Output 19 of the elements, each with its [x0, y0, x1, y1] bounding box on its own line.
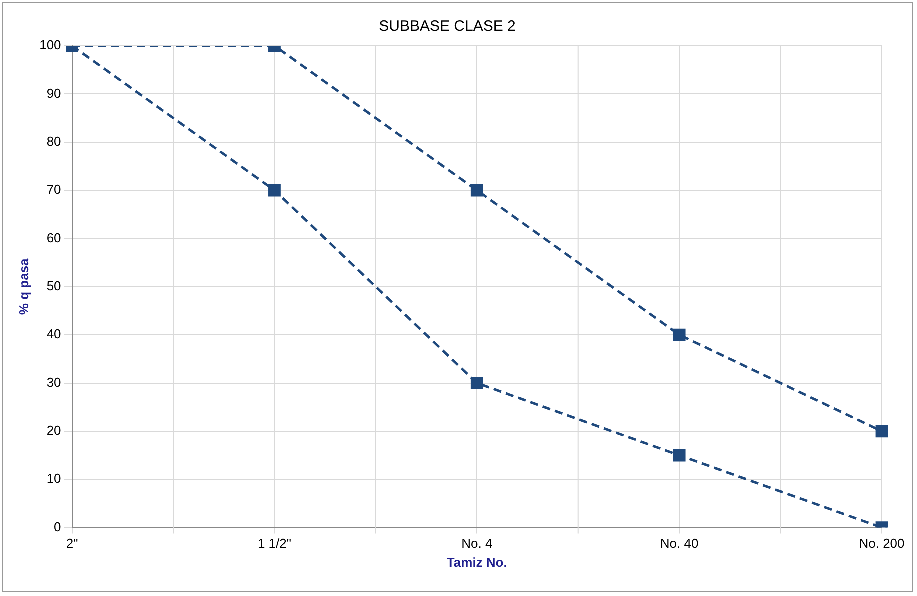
chart-title: SUBBASE CLASE 2 — [379, 18, 516, 36]
y-tick-label: 10 — [46, 471, 62, 486]
y-axis-title: % q pasa — [16, 258, 32, 316]
x-tick-label: 1 1/2" — [258, 536, 292, 552]
x-tick-label: No. 40 — [660, 536, 699, 552]
y-tick-label: 70 — [46, 182, 62, 198]
y-tick-label: 40 — [46, 326, 62, 342]
y-tick-label: 100 — [40, 38, 62, 53]
y-tick-label: 60 — [46, 230, 62, 246]
x-tick-label: No. 4 — [462, 536, 493, 552]
y-tick-label: 30 — [46, 374, 62, 390]
y-tick-label: 80 — [46, 134, 62, 149]
x-tick-label: 2" — [66, 536, 79, 552]
y-tick-label: 50 — [46, 278, 62, 294]
y-tick-label: 0 — [54, 519, 62, 534]
y-tick-label: 90 — [46, 86, 62, 101]
y-tick-label: 20 — [46, 423, 62, 438]
x-axis-title: Tamiz No. — [446, 554, 508, 570]
x-tick-label: No. 200 — [859, 536, 905, 552]
